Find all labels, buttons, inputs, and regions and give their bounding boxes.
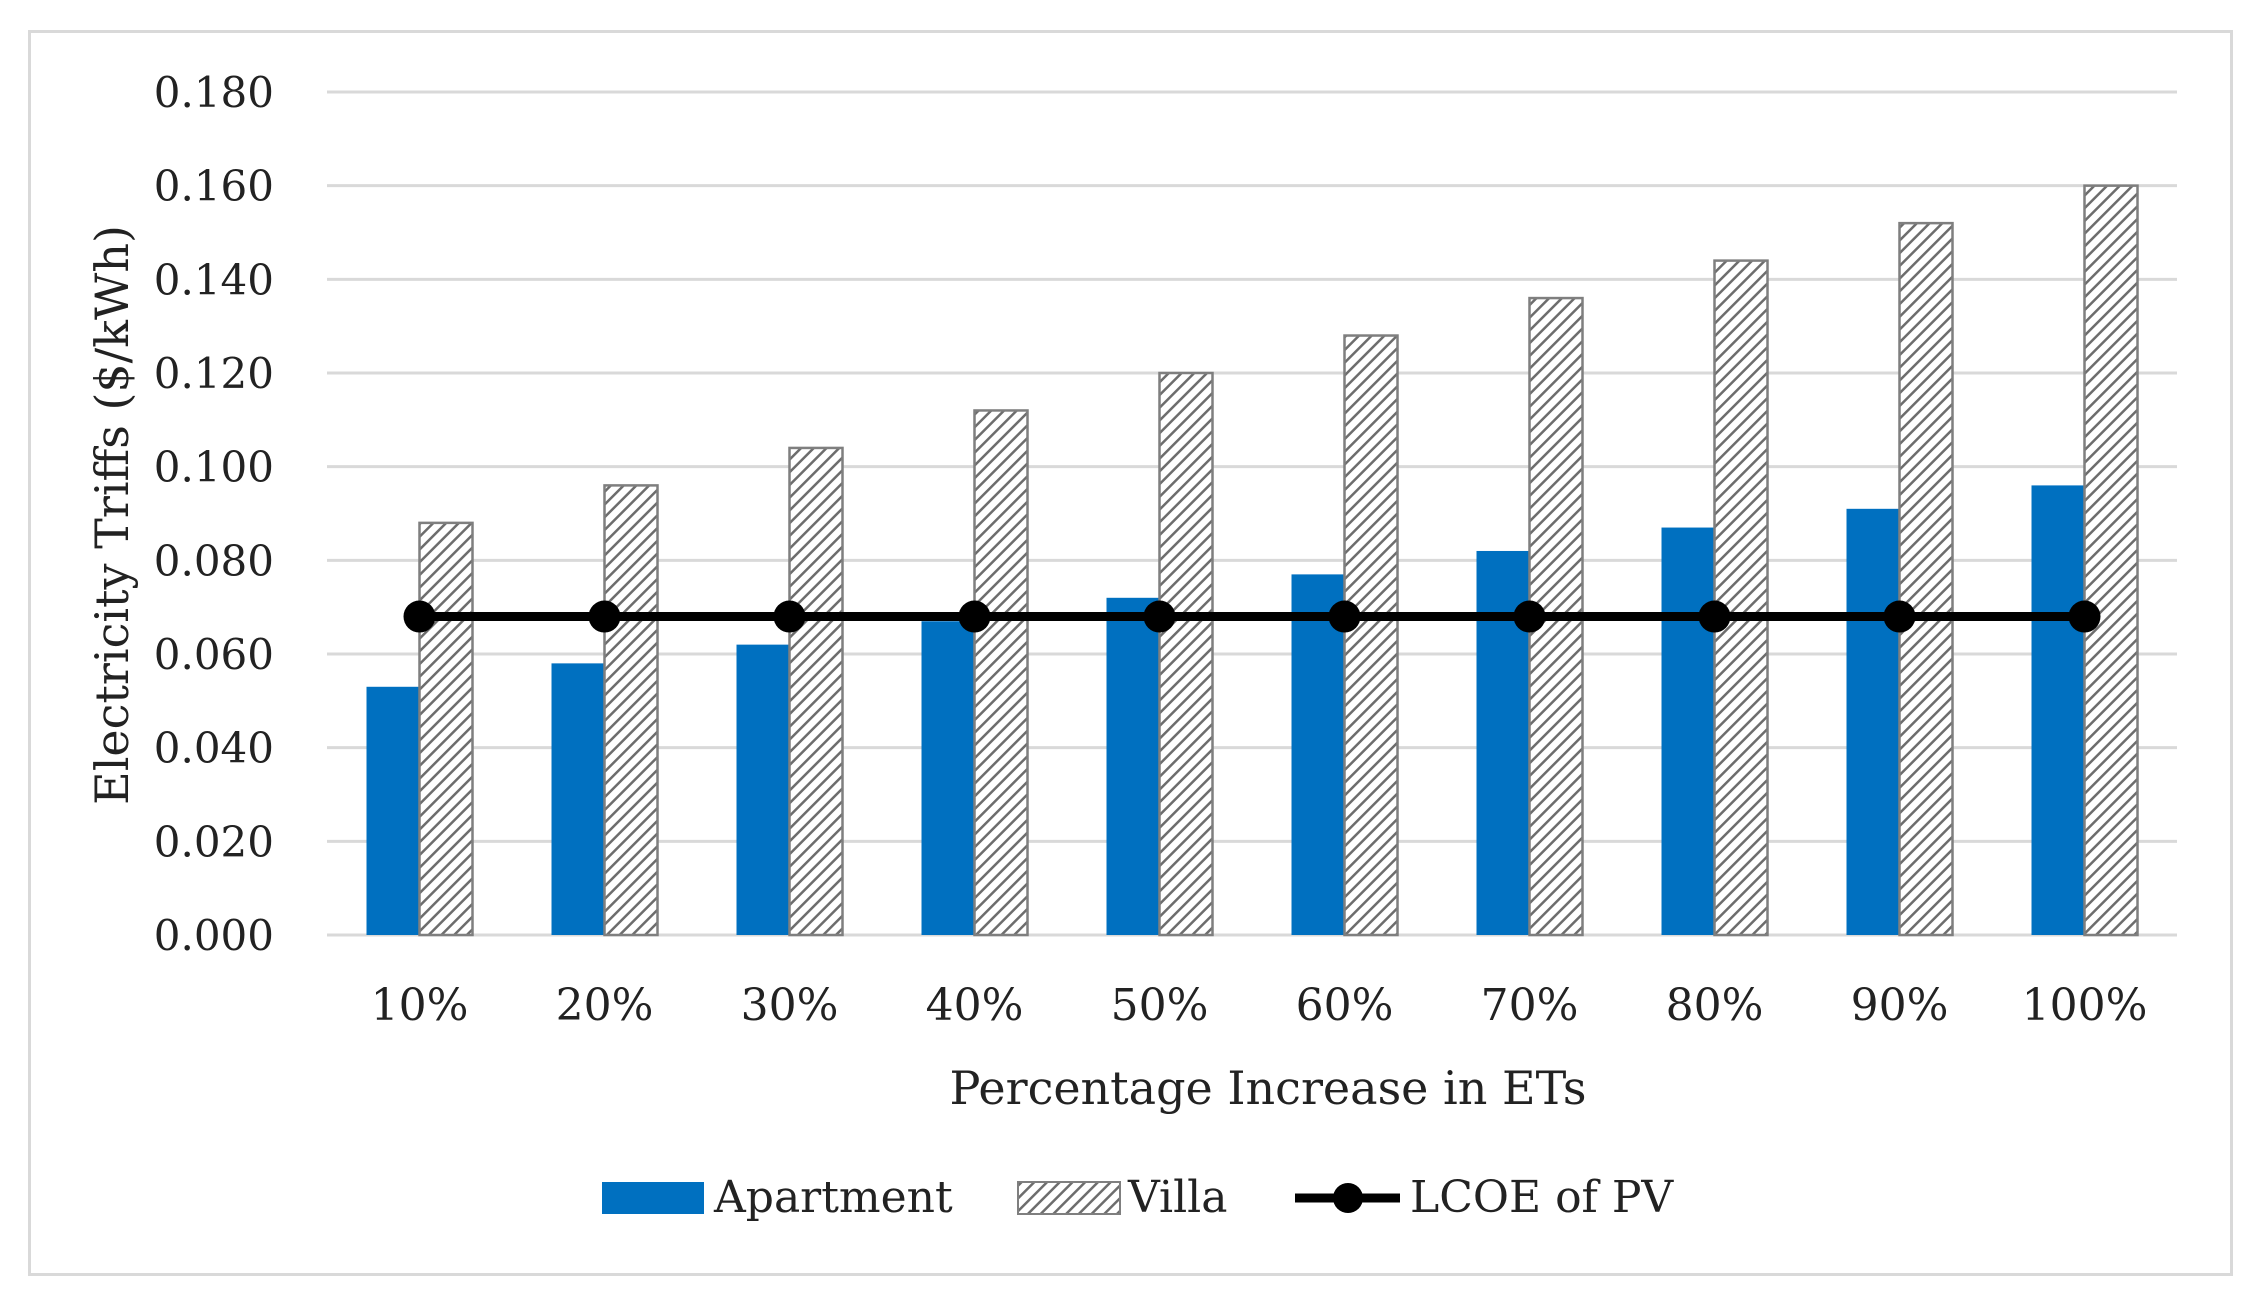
x-tick-label: 90% — [1851, 980, 1949, 1031]
bar-villa — [1713, 259, 1769, 937]
y-tick-label: 0.160 — [154, 162, 274, 211]
bar-villa — [603, 484, 659, 937]
x-tick-label: 40% — [926, 980, 1024, 1031]
lcoe-point — [403, 600, 436, 633]
bar-villa — [2083, 184, 2139, 937]
y-tick-label: 0.180 — [154, 68, 274, 117]
bar-villa — [1158, 371, 1214, 937]
y-tick-label: 0.000 — [154, 911, 274, 960]
lcoe-point — [1513, 600, 1546, 633]
x-tick-label: 30% — [741, 980, 839, 1031]
x-tick-label: 70% — [1481, 980, 1579, 1031]
lcoe-line-layer — [403, 600, 2101, 633]
y-axis-ticks: 0.000 0.020 0.040 0.060 0.080 0.100 0.120 0.140… — [154, 68, 274, 960]
bar-villa — [973, 409, 1029, 937]
bar-villa — [1898, 221, 1954, 937]
bars — [366, 184, 2139, 937]
legend-label-apartment: Apartment — [713, 1172, 953, 1223]
legend-swatch-villa — [1017, 1181, 1121, 1215]
bar-apartment — [1291, 574, 1345, 935]
y-tick-label: 0.120 — [154, 349, 274, 398]
y-tick-label: 0.020 — [154, 817, 274, 866]
x-tick-label: 100% — [2022, 980, 2148, 1031]
legend-swatch-lcoe-marker — [1333, 1183, 1363, 1213]
bar-villa — [788, 446, 844, 937]
x-axis-label: Percentage Increase in ETs — [949, 1061, 1586, 1115]
lcoe-point — [1328, 600, 1361, 633]
x-tick-label: 80% — [1666, 980, 1764, 1031]
lcoe-point — [1698, 600, 1731, 633]
y-tick-label: 0.080 — [154, 536, 274, 585]
bar-apartment — [736, 644, 790, 935]
x-axis-ticks: 10% 20% 30% 40% 50% 60% 70% 80% 90% 100% — [371, 980, 2148, 1031]
y-axis-label: Electricity Triffs ($/kWh) — [85, 225, 139, 805]
x-tick-label: 50% — [1111, 980, 1209, 1031]
legend-label-lcoe: LCOE of PV — [1410, 1172, 1674, 1223]
x-tick-label: 60% — [1296, 980, 1394, 1031]
lcoe-point — [1883, 600, 1916, 633]
y-tick-label: 0.100 — [154, 443, 274, 492]
bar-apartment — [921, 621, 975, 935]
legend-label-villa: Villa — [1127, 1172, 1227, 1223]
lcoe-point — [1143, 600, 1176, 633]
lcoe-point — [2068, 600, 2101, 633]
lcoe-point — [588, 600, 621, 633]
legend-swatch-apartment — [602, 1182, 704, 1214]
bar-apartment — [551, 663, 605, 935]
y-tick-label: 0.060 — [154, 630, 274, 679]
bar-apartment — [366, 686, 420, 935]
bar-villa — [1343, 334, 1399, 937]
bar-apartment — [1846, 508, 1900, 935]
y-tick-label: 0.140 — [154, 255, 274, 304]
bar-apartment — [1661, 527, 1715, 935]
bar-apartment — [1106, 597, 1160, 935]
lcoe-point — [773, 600, 806, 633]
bar-villa — [418, 521, 474, 937]
y-tick-label: 0.040 — [154, 724, 274, 773]
x-tick-label: 10% — [371, 980, 469, 1031]
lcoe-point — [958, 600, 991, 633]
legend: Apartment Villa LCOE of PV — [602, 1172, 1674, 1223]
x-tick-label: 20% — [556, 980, 654, 1031]
bar-apartment — [2031, 485, 2085, 935]
